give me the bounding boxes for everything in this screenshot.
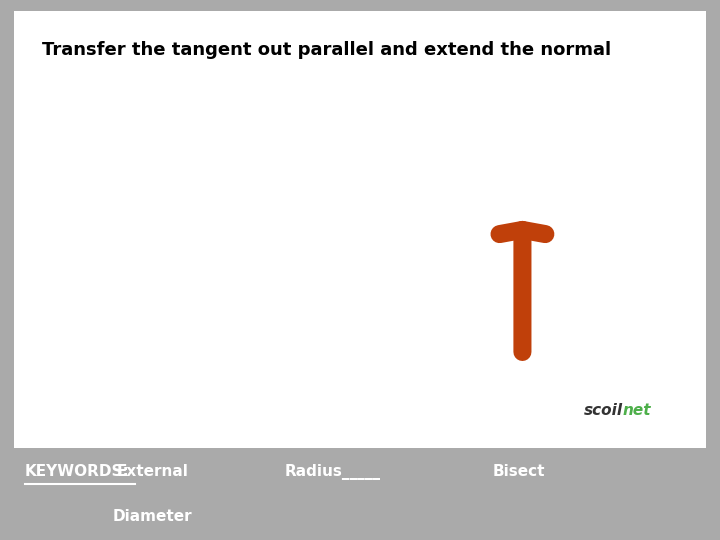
Text: KEYWORDS:: KEYWORDS: bbox=[24, 464, 130, 479]
Text: Transfer the tangent out parallel and extend the normal: Transfer the tangent out parallel and ex… bbox=[42, 42, 611, 59]
Text: scoil: scoil bbox=[583, 403, 623, 417]
Text: Diameter: Diameter bbox=[113, 509, 192, 524]
FancyBboxPatch shape bbox=[4, 6, 716, 455]
Text: External: External bbox=[117, 464, 189, 479]
Text: Bisect: Bisect bbox=[492, 464, 545, 479]
Text: Radius_____: Radius_____ bbox=[284, 464, 380, 480]
Text: net: net bbox=[623, 403, 651, 417]
